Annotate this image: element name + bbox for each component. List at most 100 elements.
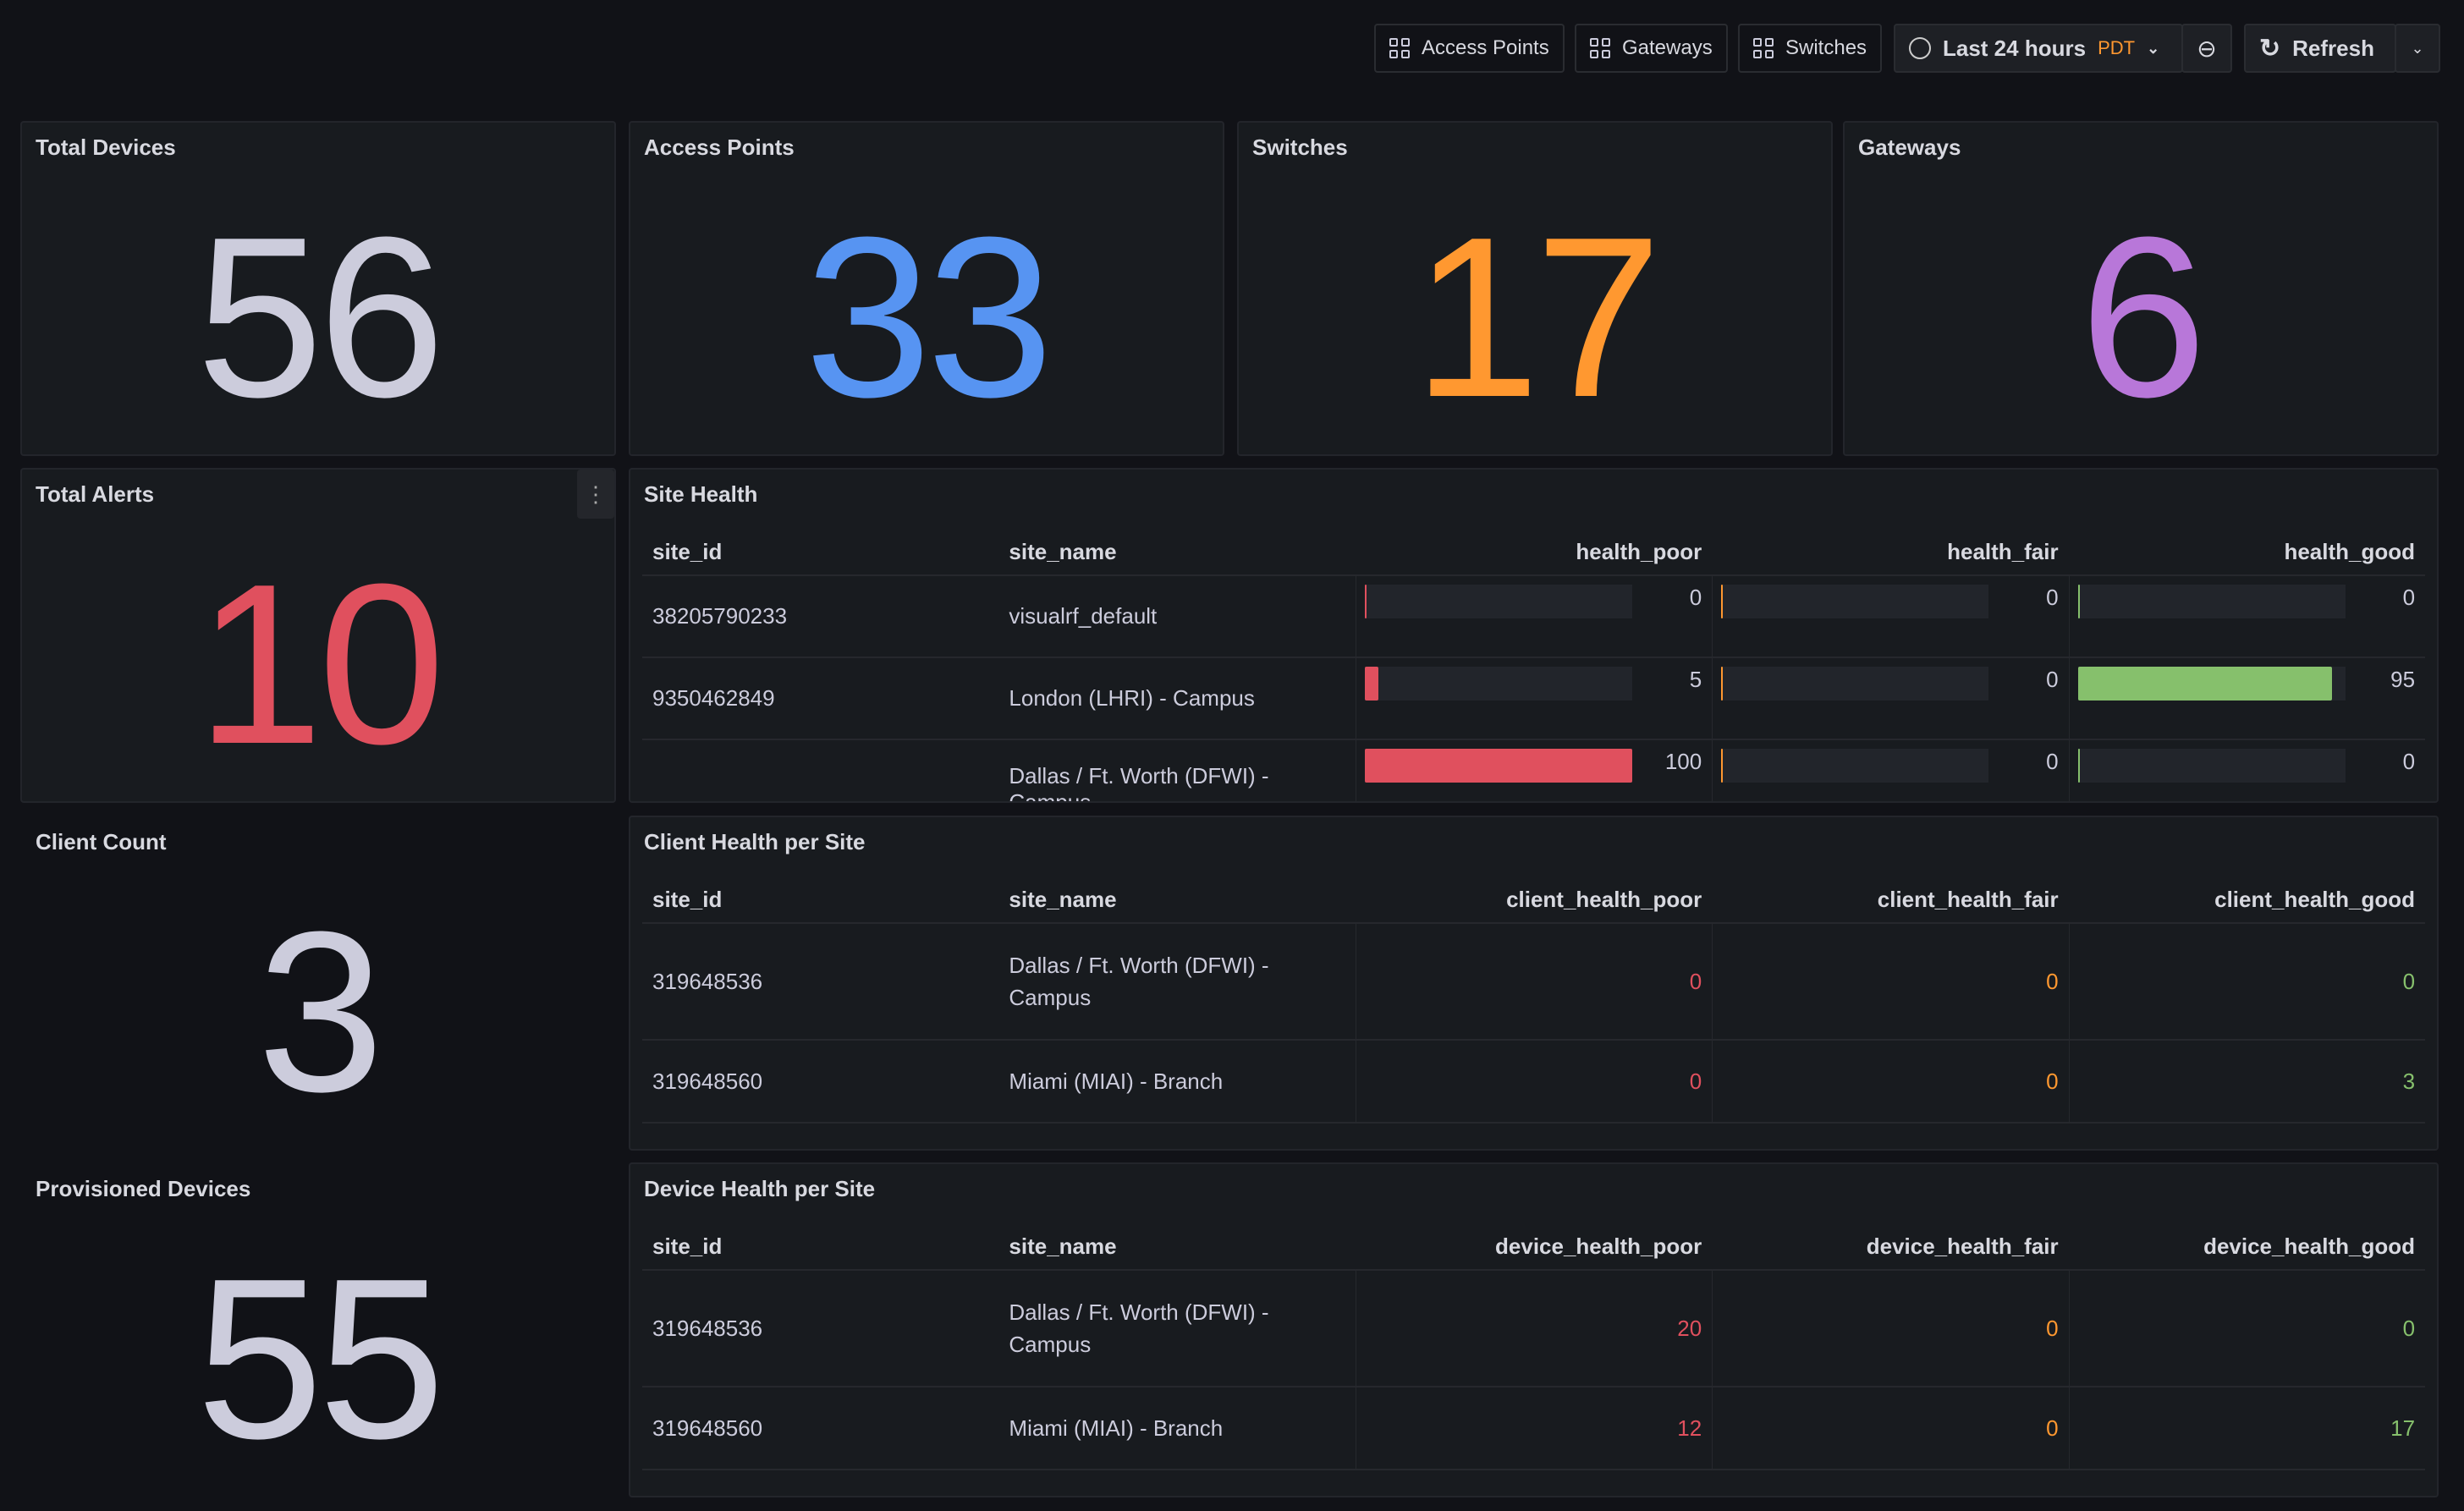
- switches-button[interactable]: Switches: [1738, 24, 1883, 73]
- column-header[interactable]: site_id: [652, 1233, 723, 1259]
- zoom-out-icon: ⊖: [2197, 35, 2217, 62]
- health-value: 0: [2402, 968, 2416, 994]
- table-row: 319648536 Dallas / Ft. Worth (DFWI) - Cam…: [642, 1271, 2425, 1387]
- bar-fill: [2077, 585, 2080, 618]
- site-id: 319648560: [652, 1415, 763, 1441]
- column-header[interactable]: client_health_good: [2214, 886, 2416, 912]
- health-value: 0: [2046, 1068, 2059, 1094]
- timezone-label: PDT: [2098, 37, 2136, 58]
- bar-gauge: [1364, 585, 1632, 618]
- column-header[interactable]: site_id: [652, 886, 723, 912]
- panel-title: Site Health: [644, 481, 758, 507]
- gateways-button[interactable]: Gateways: [1575, 24, 1728, 73]
- site-id: 38205790233: [652, 603, 788, 629]
- table-header: site_id site_name device_health_poor device…: [642, 1223, 2425, 1271]
- health-value: 0: [2046, 1415, 2059, 1441]
- health-value: 20: [1677, 1315, 1702, 1341]
- bar-fill: [2077, 749, 2080, 783]
- panel-title: Access Points: [644, 135, 795, 160]
- kebab-menu-icon: ⋮: [585, 481, 607, 507]
- zoom-out-button[interactable]: ⊖: [2181, 24, 2232, 73]
- refresh-button[interactable]: ↻ Refresh: [2244, 24, 2396, 73]
- bar-value: 0: [2046, 667, 2059, 692]
- panel-title: Provisioned Devices: [36, 1176, 251, 1201]
- chevron-down-icon: ⌄: [2411, 39, 2424, 57]
- bar-fill: [1364, 585, 1367, 618]
- bar-gauge: [1721, 749, 1989, 783]
- health-value: 12: [1677, 1415, 1702, 1441]
- stat-panel-provisioned-devices: Provisioned Devices 55: [20, 1162, 616, 1497]
- site-name: visualrf_default: [1009, 603, 1158, 629]
- bar-fill: [1364, 749, 1632, 783]
- button-label: Switches: [1785, 36, 1867, 59]
- health-value: 3: [2402, 1068, 2416, 1094]
- site-name: Dallas / Ft. Worth (DFWI) - Campus: [1009, 1299, 1269, 1357]
- column-header[interactable]: health_fair: [1947, 538, 2059, 564]
- site-health-panel: Site Health site_id site_name health_poor he…: [629, 468, 2439, 803]
- refresh-icon: ↻: [2259, 34, 2281, 63]
- site-id: 319648536: [652, 1315, 763, 1341]
- column-header[interactable]: device_health_poor: [1495, 1233, 1702, 1259]
- device-health-panel: Device Health per Site site_id site_name de…: [629, 1162, 2439, 1497]
- dashboard-grid-icon: [1590, 38, 1610, 58]
- stat-panel-total-alerts: Total Alerts 10 ⋮: [20, 468, 616, 803]
- clock-icon: [1909, 37, 1931, 59]
- health-value: 0: [2046, 1315, 2059, 1341]
- health-value: 17: [2390, 1415, 2416, 1441]
- table-row: 9350462849 London (LHRI) - Campus 5 0 95: [642, 658, 2425, 740]
- column-header[interactable]: client_health_fair: [1877, 886, 2059, 912]
- column-header[interactable]: health_poor: [1576, 538, 1702, 564]
- refresh-interval-dropdown[interactable]: ⌄: [2395, 24, 2440, 73]
- bar-fill: [1721, 749, 1724, 783]
- button-label: Gateways: [1622, 36, 1713, 59]
- table-row: 319648560 Miami (MIAI) - Branch 12 0 17: [642, 1387, 2425, 1470]
- bar-value: 0: [1689, 585, 1702, 610]
- stat-panel-access-points: Access Points 33: [629, 121, 1224, 456]
- health-value: 0: [1689, 1068, 1702, 1094]
- column-header[interactable]: client_health_poor: [1506, 886, 1702, 912]
- column-header[interactable]: site_name: [1009, 538, 1117, 564]
- bar-fill: [1721, 667, 1724, 701]
- bar-value: 0: [2402, 585, 2416, 610]
- panel-title: Device Health per Site: [644, 1176, 876, 1201]
- bar-value: 95: [2390, 667, 2416, 692]
- stat-value: 3: [256, 885, 384, 1140]
- table-row: 38205790233 visualrf_default 0 0 0: [642, 576, 2425, 658]
- site-name: Miami (MIAI) - Branch: [1009, 1068, 1224, 1094]
- table-header: site_id site_name health_poor health_fair he…: [642, 529, 2425, 576]
- column-header[interactable]: site_name: [1009, 886, 1117, 912]
- stat-value: 6: [2079, 190, 2207, 445]
- button-label: Access Points: [1422, 36, 1549, 59]
- column-header[interactable]: device_health_good: [2203, 1233, 2416, 1259]
- panel-title: Gateways: [1858, 135, 1961, 160]
- time-range-picker[interactable]: Last 24 hours PDT ⌄: [1894, 24, 2183, 73]
- column-header[interactable]: device_health_fair: [1866, 1233, 2059, 1259]
- stat-value: 56: [195, 190, 445, 445]
- dashboard-grid-icon: [1389, 38, 1410, 58]
- bar-fill: [1721, 585, 1724, 618]
- table-row: 319648536 Dallas / Ft. Worth (DFWI) - Cam…: [642, 924, 2425, 1041]
- dashboard-grid-icon: [1753, 38, 1774, 58]
- table-row: 319648560 Miami (MIAI) - Branch 0 0 3: [642, 1041, 2425, 1124]
- column-header[interactable]: site_id: [652, 538, 723, 564]
- bar-gauge: [2077, 585, 2346, 618]
- column-header[interactable]: site_name: [1009, 1233, 1117, 1259]
- bar-gauge: [1364, 667, 1632, 701]
- site-name: London (LHRI) - Campus: [1009, 685, 1255, 711]
- stat-panel-client-count: Client Count 3: [20, 816, 616, 1151]
- stat-value: 55: [195, 1232, 445, 1486]
- stat-panel-gateways: Gateways 6: [1843, 121, 2439, 456]
- panel-menu-button[interactable]: ⋮: [577, 470, 614, 519]
- stat-value: 17: [1412, 190, 1662, 445]
- site-name: Dallas / Ft. Worth (DFWI) - Campus: [1009, 953, 1269, 1010]
- bar-gauge: [2077, 667, 2346, 701]
- column-header[interactable]: health_good: [2284, 538, 2416, 564]
- site-id: 319648536: [652, 968, 763, 994]
- site-name: Miami (MIAI) - Branch: [1009, 1415, 1224, 1441]
- bar-fill: [1364, 667, 1378, 701]
- bar-value: 0: [2402, 749, 2416, 774]
- health-value: 0: [2402, 1315, 2416, 1341]
- site-id: 319648560: [652, 1068, 763, 1094]
- chevron-down-icon: ⌄: [2147, 39, 2160, 57]
- access-points-button[interactable]: Access Points: [1374, 24, 1565, 73]
